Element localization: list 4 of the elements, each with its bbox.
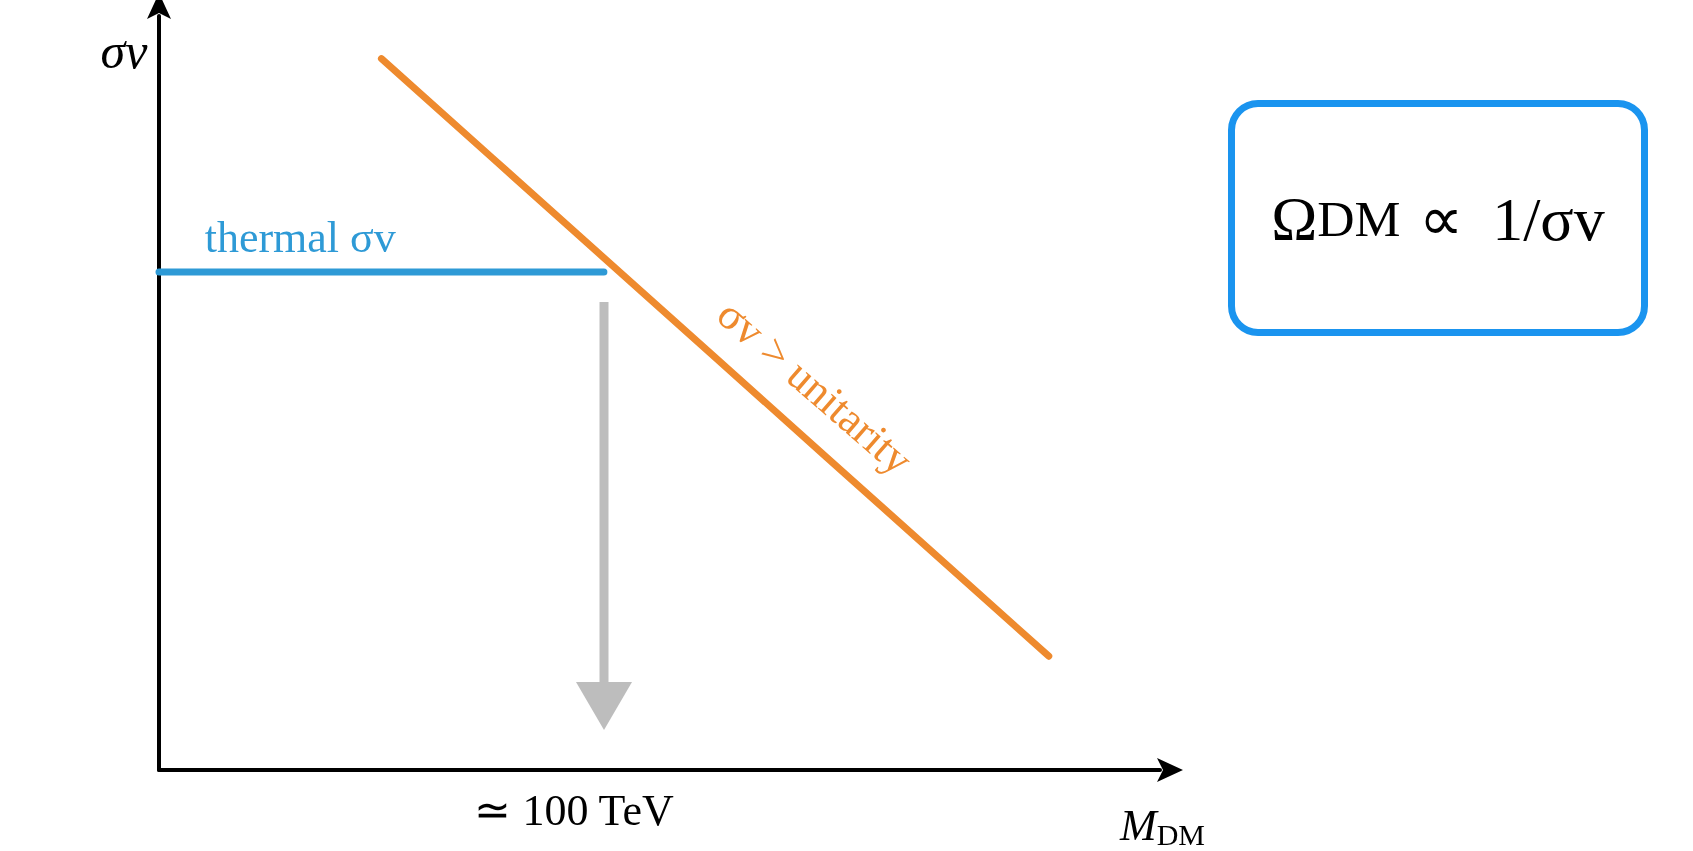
text: ≃ 100 TeV: [474, 785, 674, 836]
y-axis-title: σv: [100, 23, 149, 79]
series-label: thermal σv: [204, 212, 396, 262]
x-axis-title: MDM: [1119, 800, 1205, 851]
